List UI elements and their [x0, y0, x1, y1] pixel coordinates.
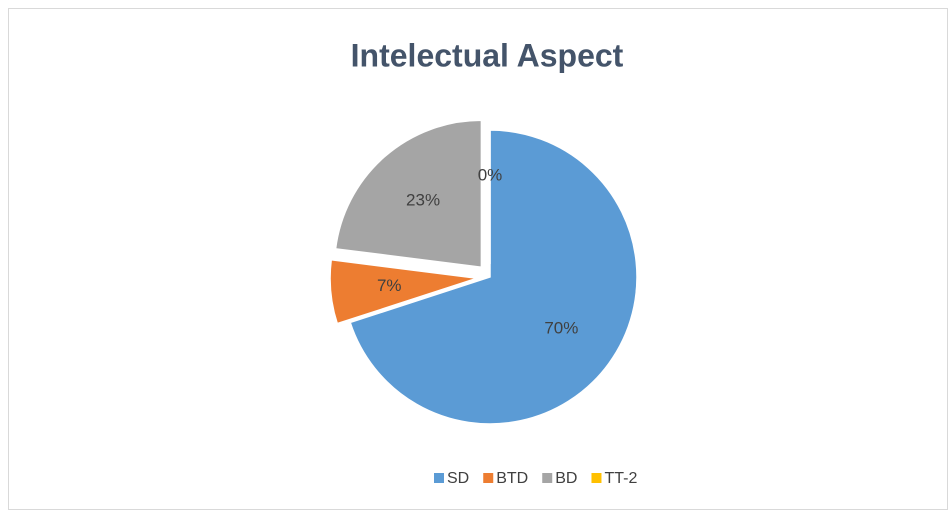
legend-swatch	[434, 473, 444, 483]
chart-title: Intelectual Aspect	[351, 37, 624, 73]
data-label: 0%	[478, 165, 503, 184]
pie-slice	[329, 258, 478, 325]
legend-swatch	[591, 473, 602, 483]
legend-label: TT-2	[604, 470, 637, 487]
pie-slice	[334, 119, 483, 269]
data-label: 23%	[406, 191, 440, 210]
legend-label: BD	[555, 470, 577, 487]
legend-label: SD	[447, 470, 469, 487]
legend-label: BTD	[496, 470, 528, 487]
pie-slice	[349, 129, 638, 425]
legend-swatch	[542, 473, 553, 483]
legend-swatch	[483, 473, 494, 483]
data-label: 7%	[377, 276, 402, 295]
data-label: 70%	[544, 318, 578, 337]
